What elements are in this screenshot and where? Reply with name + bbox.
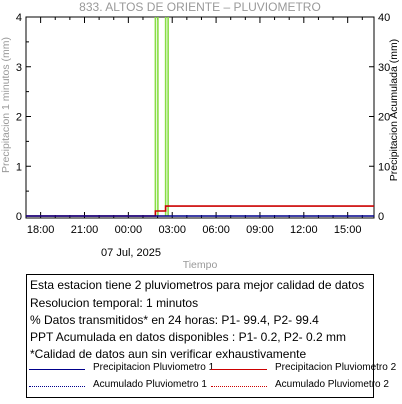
x-tick-label: 12:00 bbox=[290, 224, 318, 236]
y-right-tick-label: 20 bbox=[378, 112, 390, 124]
legend-label-p2-acum: Acumulado Pluviometro 2 bbox=[275, 379, 389, 390]
info-line-accumulated: PPT Acumulada en datos disponibles : P1-… bbox=[30, 330, 346, 344]
info-line-resolution-note: Esta estacion tiene 2 pluviometros para … bbox=[30, 278, 365, 292]
y-right-tick-label: 40 bbox=[378, 12, 390, 24]
info-line-resolution: Resolucion temporal: 1 minutos bbox=[30, 296, 199, 310]
y-axis-left-label: Precipitacion 1 minutos (mm) bbox=[0, 37, 12, 173]
y-left-tick-label: 0 bbox=[16, 211, 22, 223]
y-left-tick-label: 4 bbox=[16, 12, 22, 24]
x-tick-label: 15:00 bbox=[334, 224, 362, 236]
x-tick-label: 18:00 bbox=[27, 224, 55, 236]
y-left-tick-label: 2 bbox=[16, 112, 22, 124]
legend-swatch-p2-precip bbox=[211, 369, 267, 370]
legend-swatch-p1-precip bbox=[29, 369, 85, 370]
y-left-tick-label: 1 bbox=[16, 161, 22, 173]
accum-line bbox=[26, 205, 374, 217]
x-tick-label: 09:00 bbox=[246, 224, 274, 236]
y-right-tick-label: 0 bbox=[378, 211, 384, 223]
x-tick-label: 21:00 bbox=[71, 224, 99, 236]
legend-label-p1-precip: Precipitacion Pluviometro 1 bbox=[93, 362, 215, 373]
legend-label-p2-precip: Precipitacion Pluviometro 2 bbox=[275, 362, 397, 373]
y-right-tick-label: 10 bbox=[378, 161, 390, 173]
x-tick-label: 00:00 bbox=[115, 224, 143, 236]
legend-swatch-p1-acum bbox=[29, 386, 85, 387]
legend-label-p1-acum: Acumulado Pluviometro 1 bbox=[93, 379, 207, 390]
info-line-quality: *Calidad de datos aun sin verificar exha… bbox=[30, 347, 307, 361]
y-right-tick-label: 30 bbox=[378, 62, 390, 74]
legend-swatch-p2-acum bbox=[211, 386, 267, 387]
info-box: Esta estacion tiene 2 pluviometros para … bbox=[26, 274, 396, 398]
rain-chart: 833. ALTOS DE ORIENTE – PLUVIOMETRO 0 1 2 3… bbox=[0, 0, 400, 271]
x-tick-label: 03:00 bbox=[158, 224, 186, 236]
x-axis-label: Tiempo bbox=[183, 259, 218, 271]
date-label: 07 Jul, 2025 bbox=[101, 247, 161, 259]
chart-title: 833. ALTOS DE ORIENTE – PLUVIOMETRO bbox=[79, 0, 321, 14]
y-axis-right-label: Precipitacion Acumulada (mm) bbox=[388, 39, 400, 181]
plot-frame bbox=[25, 16, 375, 219]
info-line-transmitted: % Datos transmitidos* en 24 horas: P1- 9… bbox=[30, 313, 319, 327]
y-left-tick-label: 3 bbox=[16, 62, 22, 74]
x-tick-label: 06:00 bbox=[202, 224, 230, 236]
